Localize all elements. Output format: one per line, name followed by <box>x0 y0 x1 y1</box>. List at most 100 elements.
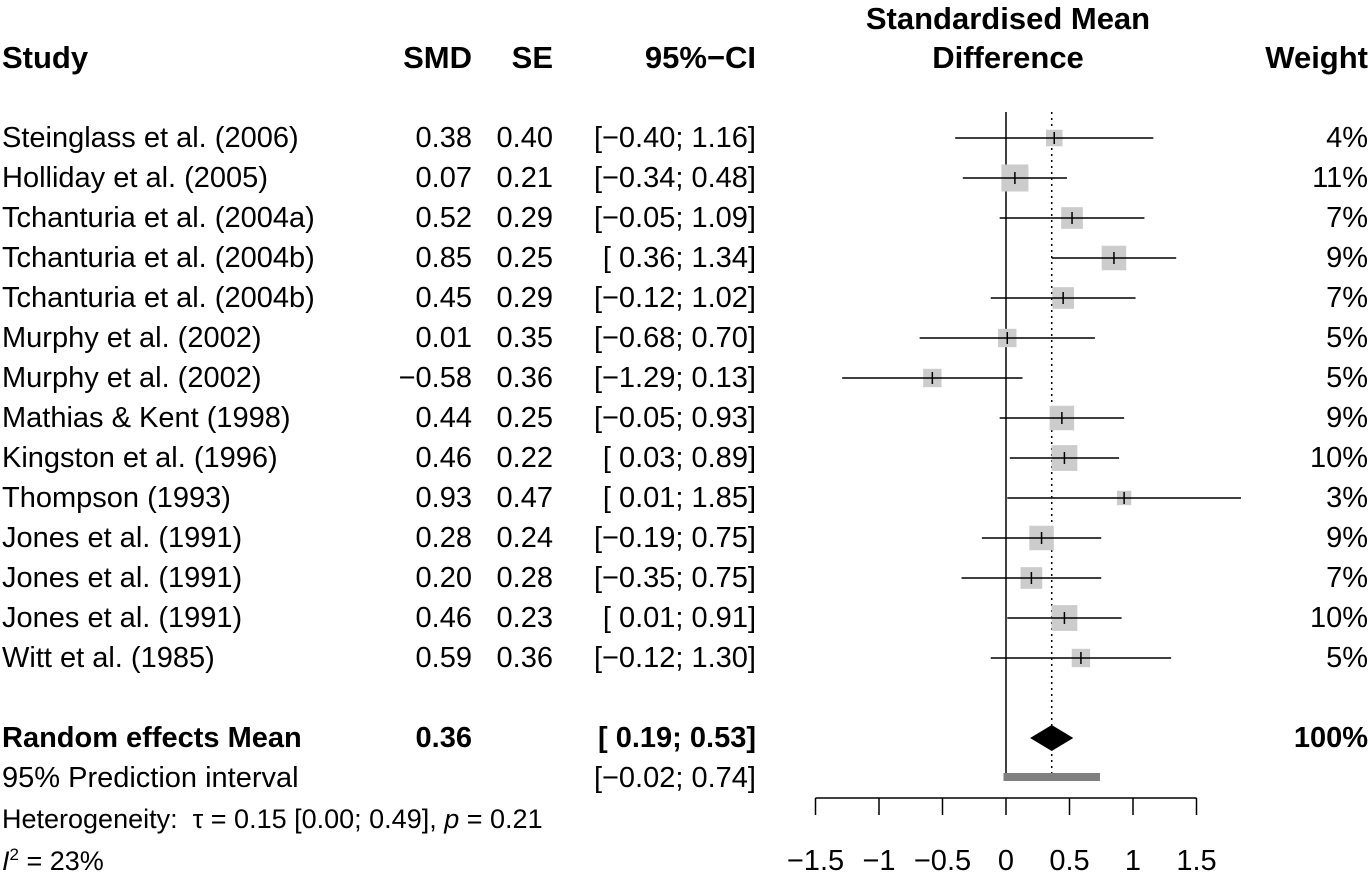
study-name: Tchanturia et al. (2004b) <box>2 282 315 314</box>
study-row: Tchanturia et al. (2004a) 0.52 0.29 [−0.05;… <box>0 198 1370 238</box>
study-smd: 0.46 <box>415 602 472 634</box>
study-ci: [−0.12; 1.02] <box>593 282 756 314</box>
header-weight: Weight <box>1265 40 1368 75</box>
study-se: 0.25 <box>496 402 553 434</box>
study-ci: [−0.35; 0.75] <box>593 562 756 594</box>
study-row: Murphy et al. (2002) −0.58 0.36 [−1.29; 0.1… <box>0 358 1370 398</box>
study-se: 0.36 <box>496 642 553 674</box>
header-plot-line1: Standardised Mean <box>865 1 1151 36</box>
study-weight: 3% <box>1326 482 1368 514</box>
study-weight: 9% <box>1326 522 1368 554</box>
x-tick-label: 0.5 <box>1049 845 1089 877</box>
study-weight: 9% <box>1326 402 1368 434</box>
study-se: 0.29 <box>496 282 553 314</box>
summary-smd: 0.36 <box>415 722 472 754</box>
study-se: 0.40 <box>496 122 553 154</box>
study-row: Holliday et al. (2005) 0.07 0.21 [−0.34; 0.… <box>0 158 1370 198</box>
study-weight: 10% <box>1309 442 1368 474</box>
study-ci: [−1.29; 0.13] <box>593 362 756 394</box>
study-name: Steinglass et al. (2006) <box>2 122 299 154</box>
prediction-label: 95% Prediction interval <box>2 762 299 794</box>
study-name: Jones et al. (1991) <box>2 562 243 594</box>
study-weight: 5% <box>1326 362 1368 394</box>
study-weight: 5% <box>1326 642 1368 674</box>
heterogeneity-i2-text: = 23% <box>18 846 104 876</box>
study-se: 0.21 <box>496 162 553 194</box>
study-smd: 0.38 <box>415 122 472 154</box>
x-tick-label: 1 <box>1125 845 1141 877</box>
heterogeneity-prefix: Heterogeneity: <box>2 804 178 834</box>
study-weight: 9% <box>1326 242 1368 274</box>
study-row: Jones et al. (1991) 0.46 0.23 [ 0.01; 0.91]… <box>0 598 1370 638</box>
study-se: 0.47 <box>496 482 553 514</box>
header-smd: SMD <box>403 40 472 75</box>
study-smd: 0.44 <box>415 402 472 434</box>
x-tick-label: 0 <box>998 845 1014 877</box>
study-name: Jones et al. (1991) <box>2 522 243 554</box>
study-weight: 7% <box>1326 202 1368 234</box>
study-row: Jones et al. (1991) 0.20 0.28 [−0.35; 0.75]… <box>0 558 1370 598</box>
heterogeneity-p-text: = 0.21 <box>459 804 543 834</box>
study-row: Tchanturia et al. (2004b) 0.45 0.29 [−0.12;… <box>0 278 1370 318</box>
study-ci: [ 0.01; 0.91] <box>602 602 756 634</box>
study-name: Mathias & Kent (1998) <box>2 402 291 434</box>
study-row: Mathias & Kent (1998) 0.44 0.25 [−0.05; 0.9… <box>0 398 1370 438</box>
study-ci: [−0.05; 1.09] <box>593 202 756 234</box>
study-se: 0.28 <box>496 562 553 594</box>
header-ci: 95%−CI <box>644 40 756 75</box>
study-name: Thompson (1993) <box>2 482 231 514</box>
study-ci: [ 0.36; 1.34] <box>602 242 756 274</box>
study-row: Thompson (1993) 0.93 0.47 [ 0.01; 1.85] 3% <box>0 478 1370 518</box>
study-smd: 0.52 <box>415 202 472 234</box>
study-ci: [−0.19; 0.75] <box>593 522 756 554</box>
study-se: 0.22 <box>496 442 553 474</box>
study-ci: [ 0.01; 1.85] <box>602 482 756 514</box>
study-row: Witt et al. (1985) 0.59 0.36 [−0.12; 1.30] 5… <box>0 638 1370 678</box>
study-row: Kingston et al. (1996) 0.46 0.22 [ 0.03; 0.… <box>0 438 1370 478</box>
study-ci: [−0.05; 0.93] <box>593 402 756 434</box>
study-smd: 0.07 <box>415 162 472 194</box>
study-row: Tchanturia et al. (2004b) 0.85 0.25 [ 0.36;… <box>0 238 1370 278</box>
study-name: Murphy et al. (2002) <box>2 362 262 394</box>
study-smd: 0.93 <box>415 482 472 514</box>
study-smd: 0.20 <box>415 562 472 594</box>
study-weight: 11% <box>1312 162 1368 194</box>
study-smd: −0.58 <box>398 362 472 394</box>
study-name: Kingston et al. (1996) <box>2 442 278 474</box>
x-tick-label: −1 <box>862 845 895 877</box>
study-se: 0.25 <box>496 242 553 274</box>
study-smd: 0.28 <box>415 522 472 554</box>
x-tick-label: −1.5 <box>787 845 844 877</box>
study-ci: [−0.68; 0.70] <box>593 322 756 354</box>
summary-weight: 100% <box>1293 722 1368 754</box>
study-ci: [−0.12; 1.30] <box>593 642 756 674</box>
study-name: Holliday et al. (2005) <box>2 162 268 194</box>
summary-row: Random effects Mean 0.36 [ 0.19; 0.53] 1… <box>0 718 1370 758</box>
study-weight: 4% <box>1326 122 1368 154</box>
study-se: 0.23 <box>496 602 553 634</box>
study-ci: [−0.34; 0.48] <box>593 162 756 194</box>
header-se: SE <box>511 40 553 75</box>
study-name: Witt et al. (1985) <box>2 642 215 674</box>
study-se: 0.24 <box>496 522 553 554</box>
prediction-ci: [−0.02; 0.74] <box>593 762 756 794</box>
study-smd: 0.59 <box>415 642 472 674</box>
heterogeneity-tau: Heterogeneity: τ = 0.15 [0.00; 0.49], p … <box>2 806 543 833</box>
study-smd: 0.01 <box>415 322 472 354</box>
prediction-interval-bar <box>1003 773 1100 781</box>
heterogeneity-i2: I2 = 23% <box>2 846 104 875</box>
study-ci: [ 0.03; 0.89] <box>602 442 756 474</box>
heterogeneity-p-symbol: p <box>444 804 460 834</box>
study-weight: 7% <box>1326 282 1368 314</box>
summary-label: Random effects Mean <box>2 722 302 754</box>
summary-ci: [ 0.19; 0.53] <box>598 722 756 754</box>
study-name: Tchanturia et al. (2004b) <box>2 242 315 274</box>
study-smd: 0.46 <box>415 442 472 474</box>
study-row: Murphy et al. (2002) 0.01 0.35 [−0.68; 0.70… <box>0 318 1370 358</box>
study-weight: 5% <box>1326 322 1368 354</box>
study-ci: [−0.40; 1.16] <box>593 122 756 154</box>
study-se: 0.29 <box>496 202 553 234</box>
study-se: 0.35 <box>496 322 553 354</box>
x-tick-label: 1.5 <box>1176 845 1216 877</box>
